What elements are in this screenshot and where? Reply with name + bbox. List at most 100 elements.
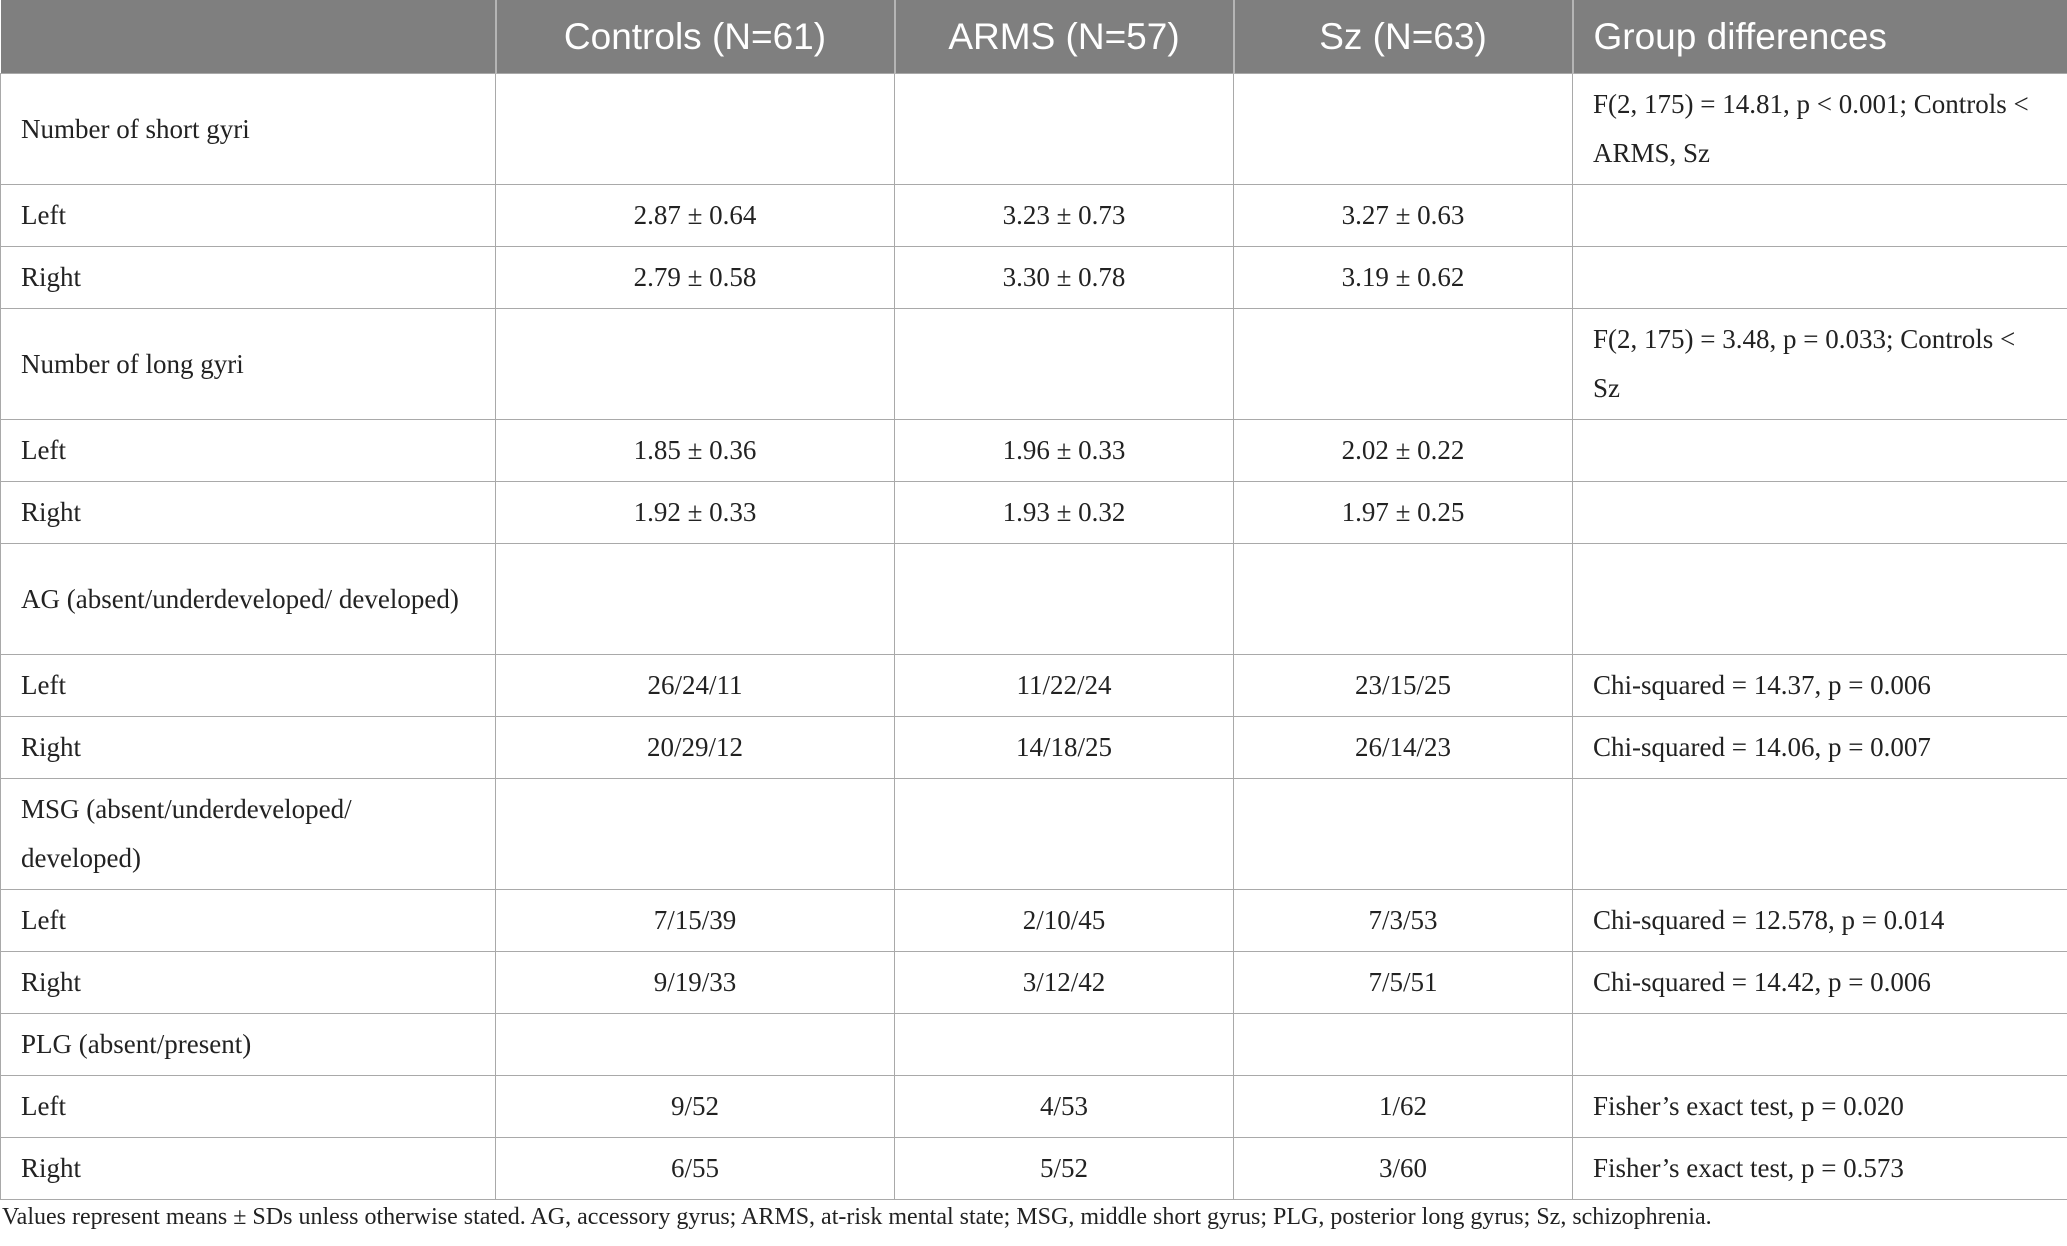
sz-cell: 26/14/23	[1233, 716, 1573, 779]
sz-cell	[1233, 1013, 1573, 1076]
header-row: Controls (N=61) ARMS (N=57) Sz (N=63) Gr…	[0, 0, 2067, 74]
sz-cell	[1233, 73, 1573, 185]
arms-cell: 3.30 ± 0.78	[894, 246, 1234, 309]
row-label: Right	[0, 716, 496, 779]
table-row: Left 1.85 ± 0.36 1.96 ± 0.33 2.02 ± 0.22	[0, 419, 2067, 482]
controls-cell	[495, 1013, 895, 1076]
group-differences-cell: Chi-squared = 14.37, p = 0.006	[1572, 654, 2067, 717]
table-row: Left 7/15/39 2/10/45 7/3/53 Chi-squared = 12…	[0, 889, 2067, 952]
arms-cell	[894, 1013, 1234, 1076]
table-row: Right 20/29/12 14/18/25 26/14/23 Chi-squared…	[0, 716, 2067, 779]
arms-cell: 14/18/25	[894, 716, 1234, 779]
header-cell-sz: Sz (N=63)	[1232, 0, 1573, 74]
group-differences-cell	[1572, 246, 2067, 309]
sz-cell	[1233, 308, 1573, 420]
row-label: Right	[0, 246, 496, 309]
group-differences-cell: F(2, 175) = 3.48, p = 0.033; Controls < …	[1572, 308, 2067, 420]
table-row: Right 6/55 5/52 3/60 Fisher’s exact test, p …	[0, 1137, 2067, 1200]
table-header: Controls (N=61) ARMS (N=57) Sz (N=63) Gr…	[0, 0, 2067, 74]
header-cell-group-differences: Group differences	[1571, 0, 2067, 74]
group-differences-cell	[1572, 419, 2067, 482]
row-label: Number of long gyri	[0, 308, 496, 420]
row-label: Left	[0, 184, 496, 247]
header-cell-arms: ARMS (N=57)	[893, 0, 1234, 74]
row-label: Right	[0, 1137, 496, 1200]
table-footnote: Values represent means ± SDs unless othe…	[2, 1204, 1712, 1230]
group-differences-cell	[1572, 1013, 2067, 1076]
controls-cell: 9/52	[495, 1075, 895, 1138]
sz-cell: 3/60	[1233, 1137, 1573, 1200]
group-differences-cell: Chi-squared = 14.06, p = 0.007	[1572, 716, 2067, 779]
group-differences-cell	[1572, 778, 2067, 890]
table-row: Number of short gyri F(2, 175) = 14.81, p…	[0, 73, 2067, 185]
sz-cell: 3.19 ± 0.62	[1233, 246, 1573, 309]
row-label: Left	[0, 1075, 496, 1138]
group-differences-cell: Fisher’s exact test, p = 0.573	[1572, 1137, 2067, 1200]
row-label: Number of short gyri	[0, 73, 496, 185]
arms-cell: 2/10/45	[894, 889, 1234, 952]
group-differences-cell	[1572, 481, 2067, 544]
table-row: AG (absent/underdeveloped/ developed)	[0, 543, 2067, 655]
sz-cell	[1233, 543, 1573, 655]
arms-cell	[894, 73, 1234, 185]
arms-cell: 11/22/24	[894, 654, 1234, 717]
sz-cell: 3.27 ± 0.63	[1233, 184, 1573, 247]
arms-cell: 4/53	[894, 1075, 1234, 1138]
row-label: Left	[0, 654, 496, 717]
controls-cell	[495, 308, 895, 420]
arms-cell: 1.93 ± 0.32	[894, 481, 1234, 544]
table-row: Right 9/19/33 3/12/42 7/5/51 Chi-squared = 1…	[0, 951, 2067, 1014]
controls-cell: 1.92 ± 0.33	[495, 481, 895, 544]
table-row: PLG (absent/present)	[0, 1013, 2067, 1076]
arms-cell: 3.23 ± 0.73	[894, 184, 1234, 247]
table-body: Number of short gyri F(2, 175) = 14.81, p…	[0, 73, 2067, 1200]
table-row: Right 1.92 ± 0.33 1.93 ± 0.32 1.97 ± 0.25	[0, 481, 2067, 544]
table-row: Left 26/24/11 11/22/24 23/15/25 Chi-squared …	[0, 654, 2067, 717]
row-label: AG (absent/underdeveloped/ developed)	[0, 543, 496, 655]
table-row: Left 2.87 ± 0.64 3.23 ± 0.73 3.27 ± 0.63	[0, 184, 2067, 247]
row-label: Left	[0, 419, 496, 482]
arms-cell	[894, 543, 1234, 655]
sz-cell: 1/62	[1233, 1075, 1573, 1138]
controls-cell: 9/19/33	[495, 951, 895, 1014]
table-row: Left 9/52 4/53 1/62 Fisher’s exact test, p =…	[0, 1075, 2067, 1138]
group-differences-cell	[1572, 543, 2067, 655]
row-label: PLG (absent/present)	[0, 1013, 496, 1076]
controls-cell	[495, 543, 895, 655]
controls-cell: 7/15/39	[495, 889, 895, 952]
arms-cell	[894, 308, 1234, 420]
row-label: Right	[0, 481, 496, 544]
header-cell-controls: Controls (N=61)	[494, 0, 895, 74]
arms-cell: 5/52	[894, 1137, 1234, 1200]
group-differences-cell: Fisher’s exact test, p = 0.020	[1572, 1075, 2067, 1138]
sz-cell: 23/15/25	[1233, 654, 1573, 717]
controls-cell: 26/24/11	[495, 654, 895, 717]
table-row: Number of long gyri F(2, 175) = 3.48, p =…	[0, 308, 2067, 420]
row-label: Right	[0, 951, 496, 1014]
controls-cell: 2.87 ± 0.64	[495, 184, 895, 247]
sz-cell: 1.97 ± 0.25	[1233, 481, 1573, 544]
controls-cell	[495, 778, 895, 890]
group-differences-cell: Chi-squared = 12.578, p = 0.014	[1572, 889, 2067, 952]
group-differences-cell	[1572, 184, 2067, 247]
sz-cell: 7/3/53	[1233, 889, 1573, 952]
controls-cell	[495, 73, 895, 185]
sz-cell: 7/5/51	[1233, 951, 1573, 1014]
sz-cell: 2.02 ± 0.22	[1233, 419, 1573, 482]
results-table-container: Controls (N=61) ARMS (N=57) Sz (N=63) Gr…	[0, 0, 2067, 1200]
results-table: Controls (N=61) ARMS (N=57) Sz (N=63) Gr…	[0, 0, 2067, 1200]
controls-cell: 1.85 ± 0.36	[495, 419, 895, 482]
group-differences-cell: F(2, 175) = 14.81, p < 0.001; Controls <…	[1572, 73, 2067, 185]
row-label: Left	[0, 889, 496, 952]
sz-cell	[1233, 778, 1573, 890]
controls-cell: 6/55	[495, 1137, 895, 1200]
controls-cell: 2.79 ± 0.58	[495, 246, 895, 309]
arms-cell: 3/12/42	[894, 951, 1234, 1014]
controls-cell: 20/29/12	[495, 716, 895, 779]
header-cell-label	[0, 0, 496, 74]
group-differences-cell: Chi-squared = 14.42, p = 0.006	[1572, 951, 2067, 1014]
row-label: MSG (absent/underdeveloped/ developed)	[0, 778, 496, 890]
arms-cell: 1.96 ± 0.33	[894, 419, 1234, 482]
table-row: Right 2.79 ± 0.58 3.30 ± 0.78 3.19 ± 0.62	[0, 246, 2067, 309]
table-row: MSG (absent/underdeveloped/ developed)	[0, 778, 2067, 890]
